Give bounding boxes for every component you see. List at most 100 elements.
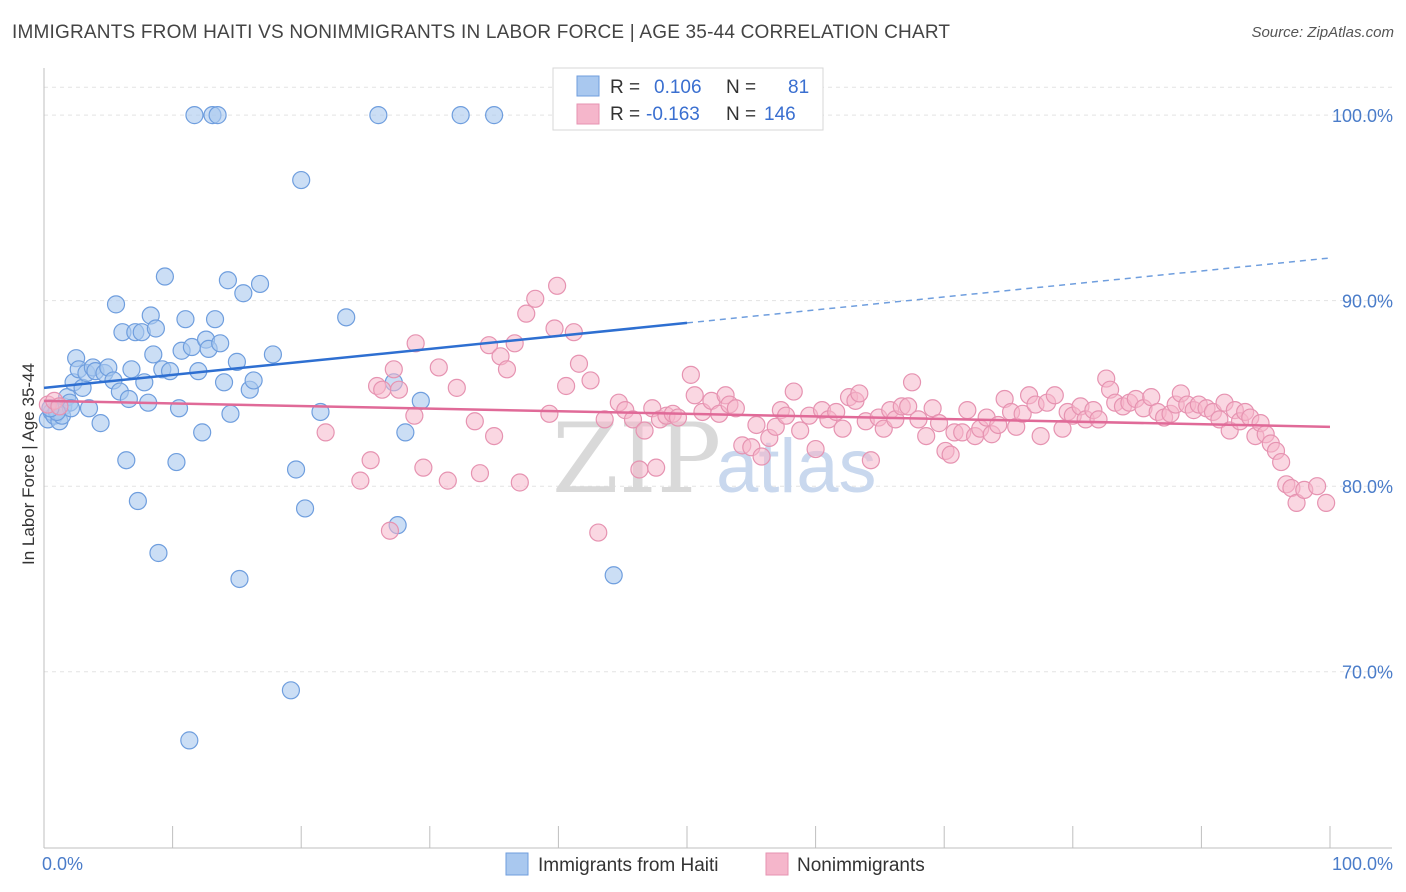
data-point-immigrants-from-haiti [396, 423, 415, 442]
data-point-nonimmigrants [548, 276, 567, 295]
data-point-immigrants-from-haiti [128, 491, 147, 511]
data-point-nonimmigrants [429, 358, 448, 377]
data-point-nonimmigrants [465, 412, 484, 431]
data-point-nonimmigrants [747, 415, 766, 435]
data-point-nonimmigrants [784, 382, 803, 401]
data-point-immigrants-from-haiti [149, 543, 168, 563]
data-point-immigrants-from-haiti [119, 389, 138, 409]
y-tick-label: 100.0% [1332, 106, 1393, 126]
data-point-nonimmigrants [316, 423, 335, 442]
data-point-nonimmigrants [540, 404, 559, 423]
data-point-nonimmigrants [681, 365, 700, 384]
bottom-legend: Immigrants from Haiti Nonimmigrants [505, 852, 925, 876]
data-point-nonimmigrants [569, 354, 589, 373]
y-tick-label: 70.0% [1342, 663, 1393, 683]
data-point-nonimmigrants [1308, 477, 1327, 496]
trend-line-nonimmigrants [43, 399, 1331, 429]
x-tick-label-min: 0.0% [42, 854, 83, 874]
data-point-immigrants-from-haiti [244, 371, 263, 390]
data-point-immigrants-from-haiti [250, 274, 270, 294]
data-point-immigrants-from-haiti [117, 451, 136, 470]
data-point-nonimmigrants [497, 360, 517, 379]
data-point-nonimmigrants [1317, 493, 1336, 512]
data-point-nonimmigrants [806, 439, 825, 459]
bottom-legend-swatch-blue [505, 852, 529, 876]
data-point-nonimmigrants [623, 410, 643, 429]
data-point-nonimmigrants [351, 471, 370, 490]
data-point-nonimmigrants [373, 380, 392, 399]
data-point-nonimmigrants [899, 397, 918, 416]
legend-r-label-1: R = [610, 77, 640, 98]
data-point-immigrants-from-haiti [214, 373, 234, 392]
grid-lines: 70.0% 80.0% 90.0% 100.0% [44, 86, 1393, 683]
data-point-nonimmigrants [917, 426, 936, 446]
data-point-immigrants-from-haiti [295, 499, 315, 518]
data-point-immigrants-from-haiti [155, 267, 174, 286]
legend-r-value-2: -0.163 [646, 104, 700, 125]
data-point-nonimmigrants [1013, 404, 1032, 423]
source-label: Source: ZipAtlas.com [1251, 24, 1394, 41]
y-tick-label: 80.0% [1342, 477, 1393, 497]
data-point-nonimmigrants [470, 464, 490, 483]
data-point-nonimmigrants [589, 523, 608, 542]
data-point-nonimmigrants [581, 371, 600, 390]
data-point-nonimmigrants [1272, 452, 1291, 472]
series-immigrants-from-haiti [38, 106, 623, 750]
data-point-nonimmigrants [1045, 386, 1064, 405]
data-point-immigrants-from-haiti [227, 352, 246, 371]
data-point-immigrants-from-haiti [337, 308, 356, 327]
data-point-nonimmigrants [861, 451, 880, 470]
data-point-nonimmigrants [438, 471, 457, 490]
data-point-nonimmigrants [1089, 410, 1108, 429]
data-point-immigrants-from-haiti [230, 569, 249, 589]
data-point-immigrants-from-haiti [221, 404, 240, 423]
data-point-immigrants-from-haiti [218, 271, 237, 290]
data-point-nonimmigrants [485, 426, 504, 446]
legend-n-value-1: 81 [788, 77, 809, 98]
data-point-nonimmigrants [791, 421, 810, 440]
legend-n-value-2: 146 [764, 104, 796, 125]
legend-swatch-blue [576, 75, 600, 97]
data-point-immigrants-from-haiti [281, 681, 301, 700]
trend-line-immigrants-from-haiti [43, 321, 688, 390]
y-tick-label: 90.0% [1342, 292, 1393, 312]
data-point-nonimmigrants [380, 521, 400, 540]
data-point-nonimmigrants [517, 304, 536, 323]
data-point-immigrants-from-haiti [185, 106, 204, 125]
data-point-nonimmigrants [958, 401, 977, 420]
data-point-immigrants-from-haiti [79, 399, 99, 418]
data-point-nonimmigrants [405, 406, 424, 425]
data-point-nonimmigrants [1031, 426, 1050, 446]
x-tick-label-max: 100.0% [1332, 854, 1393, 874]
data-point-immigrants-from-haiti [144, 345, 163, 364]
data-point-immigrants-from-haiti [604, 566, 623, 585]
data-point-nonimmigrants [384, 360, 403, 379]
trend-lines [43, 257, 1331, 429]
data-point-immigrants-from-haiti [451, 106, 470, 125]
data-point-nonimmigrants [557, 376, 576, 396]
legend-box: R = 0.106 N = 81 R = -0.163 N = 146 [552, 67, 824, 131]
data-point-nonimmigrants [630, 460, 649, 479]
data-point-immigrants-from-haiti [73, 378, 92, 397]
data-point-immigrants-from-haiti [205, 310, 225, 329]
data-point-nonimmigrants [479, 336, 499, 355]
data-point-nonimmigrants [647, 458, 666, 477]
data-point-nonimmigrants [545, 319, 564, 338]
data-point-nonimmigrants [850, 384, 869, 403]
data-point-immigrants-from-haiti [91, 414, 110, 433]
legend-r-label-2: R = [610, 104, 640, 125]
data-point-nonimmigrants [941, 445, 960, 464]
chart-title: IMMIGRANTS FROM HAITI VS NONIMMIGRANTS I… [12, 22, 951, 43]
data-point-nonimmigrants [389, 380, 409, 399]
bottom-legend-label-2: Nonimmigrants [797, 855, 925, 876]
data-point-immigrants-from-haiti [122, 360, 141, 379]
data-point-immigrants-from-haiti [263, 345, 283, 364]
data-point-nonimmigrants [668, 408, 688, 427]
data-point-immigrants-from-haiti [234, 284, 253, 303]
data-point-immigrants-from-haiti [292, 170, 311, 190]
data-point-immigrants-from-haiti [208, 106, 227, 125]
data-point-nonimmigrants [902, 373, 922, 392]
data-point-immigrants-from-haiti [146, 319, 165, 338]
data-point-nonimmigrants [510, 473, 529, 492]
axes [43, 68, 1392, 849]
